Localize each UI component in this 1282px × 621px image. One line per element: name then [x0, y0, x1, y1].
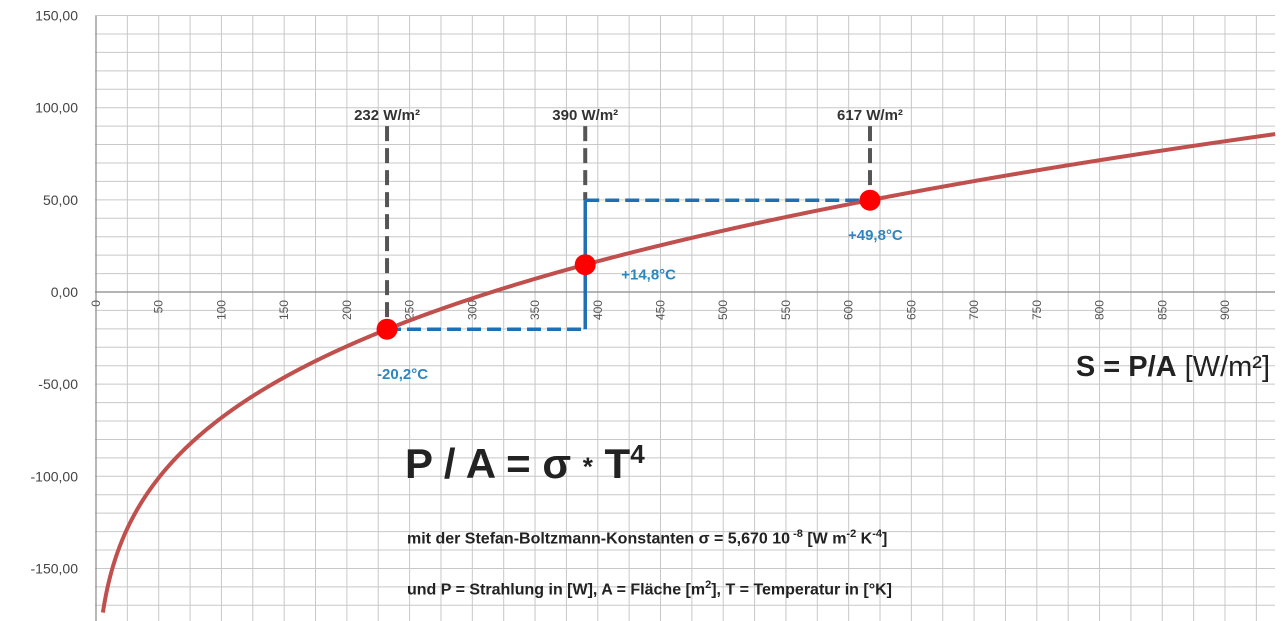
x-tick-label: 350 — [528, 300, 542, 320]
guide-label: 390 W/m² — [552, 107, 618, 124]
x-tick-label: 150 — [277, 300, 291, 320]
x-tick-label: 500 — [716, 300, 730, 320]
x-axis-unit: [W/m²] — [1184, 351, 1270, 383]
temperature-label: +14,8°C — [621, 267, 676, 284]
y-tick-label: 50,00 — [43, 192, 78, 208]
x-tick-label: 600 — [842, 300, 856, 320]
x-tick-label: 400 — [591, 300, 605, 320]
x-tick-label: 300 — [465, 300, 479, 320]
data-point — [574, 254, 596, 276]
formula-rhs: T — [604, 440, 631, 487]
temperature-label: -20,2°C — [377, 366, 428, 383]
x-tick-label: 100 — [214, 300, 228, 320]
guide-label: 232 W/m² — [354, 107, 420, 124]
guide-label: 617 W/m² — [837, 107, 903, 124]
note-constant-exp2: -2 — [846, 528, 857, 540]
formula-star: * — [582, 451, 593, 482]
note-constant-text: mit der Stefan-Boltzmann-Konstanten σ = … — [407, 530, 791, 548]
y-axis-ticks: 150,00 100,00 50,00 0,00 -50,00 -100,00 -150,0… — [31, 8, 79, 577]
note-variables-exp: 2 — [705, 579, 712, 591]
note-constant-close: ] — [881, 530, 888, 548]
x-axis-title: S = P/A [W/m²] — [1076, 351, 1270, 384]
note-variables-text-end: ], T = Temperatur in [°K] — [711, 581, 892, 599]
x-axis-ticks: 0 50 100 150 200 250 300 350 400 450 500 550 600 650 7… — [89, 300, 1232, 320]
note-constant: mit der Stefan-Boltzmann-Konstanten σ = … — [407, 528, 887, 548]
x-tick-label: 850 — [1155, 300, 1169, 320]
data-point — [376, 318, 398, 340]
data-points — [376, 189, 881, 340]
x-tick-label: 200 — [340, 300, 354, 320]
y-tick-label: 0,00 — [51, 284, 78, 300]
series-line — [100, 132, 1276, 613]
y-tick-label: -100,00 — [31, 468, 79, 484]
note-variables: und P = Strahlung in [W], A = Fläche [m2… — [407, 579, 892, 599]
y-tick-label: -150,00 — [31, 560, 79, 576]
note-constant-exp3: -4 — [872, 528, 882, 540]
note-constant-unit-b: K — [856, 530, 873, 548]
x-tick-label: 750 — [1030, 300, 1044, 320]
x-tick-label: 900 — [1218, 300, 1232, 320]
note-constant-unit-a: [W m — [802, 530, 847, 548]
formula: P / A = σ * T4 — [405, 440, 645, 488]
x-tick-label: 250 — [403, 300, 417, 320]
x-axis-formula: S = P/A — [1075, 351, 1177, 383]
note-constant-exp1: -8 — [790, 528, 803, 540]
y-tick-label: 100,00 — [35, 100, 78, 116]
guide-lines — [385, 126, 872, 331]
axes — [95, 16, 1275, 621]
x-tick-label: 50 — [152, 300, 166, 314]
y-tick-label: -50,00 — [38, 376, 78, 392]
x-tick-label: 700 — [967, 300, 981, 320]
x-tick-label: 800 — [1093, 300, 1107, 320]
temperature-label: +49,8°C — [848, 227, 903, 244]
x-tick-label: 550 — [779, 300, 793, 320]
x-tick-label: 0 — [89, 300, 103, 307]
x-tick-label: 650 — [904, 300, 918, 320]
data-point — [859, 189, 881, 211]
x-tick-label: 450 — [653, 300, 667, 320]
point-labels: 232 W/m² 390 W/m² 617 W/m² -20,2°C +14,8°C +4… — [354, 107, 903, 383]
formula-lhs: P / A = σ — [405, 440, 572, 487]
y-tick-label: 150,00 — [35, 8, 78, 24]
note-variables-text: und P = Strahlung in [W], A = Fläche [m — [407, 581, 706, 599]
formula-exponent: 4 — [630, 439, 645, 469]
